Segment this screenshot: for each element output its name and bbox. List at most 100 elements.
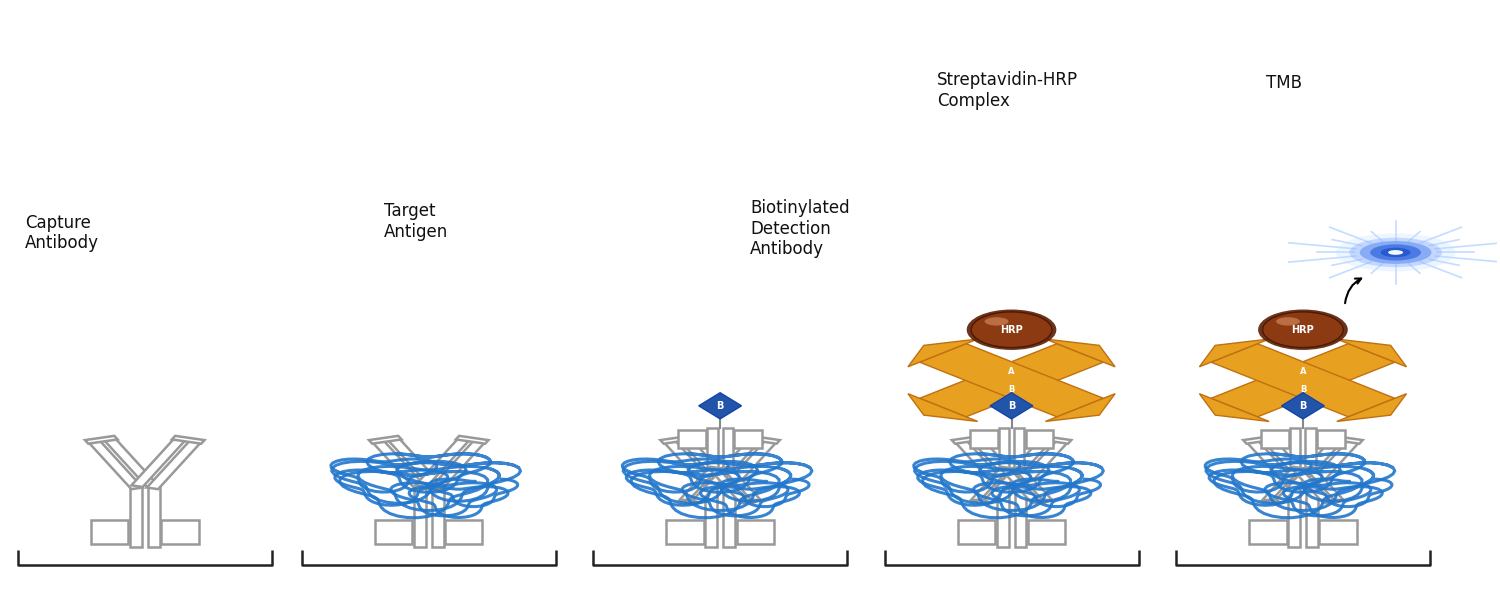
- Bar: [1290, 428, 1300, 468]
- Polygon shape: [1330, 436, 1362, 443]
- Polygon shape: [1014, 467, 1052, 501]
- Polygon shape: [1046, 339, 1114, 367]
- Bar: [1250, 520, 1287, 544]
- Bar: [666, 520, 704, 544]
- Polygon shape: [1290, 438, 1344, 487]
- Text: Target
Antigen: Target Antigen: [384, 202, 448, 241]
- Polygon shape: [970, 467, 1010, 501]
- Polygon shape: [172, 436, 204, 443]
- Polygon shape: [132, 438, 186, 487]
- Polygon shape: [954, 440, 1010, 489]
- Bar: [1014, 428, 1025, 468]
- Polygon shape: [970, 438, 1024, 487]
- Polygon shape: [710, 469, 748, 503]
- Polygon shape: [147, 440, 201, 489]
- Polygon shape: [699, 393, 741, 419]
- Polygon shape: [663, 440, 718, 489]
- Polygon shape: [372, 440, 426, 489]
- Polygon shape: [104, 438, 158, 487]
- Polygon shape: [1200, 339, 1269, 367]
- Polygon shape: [1281, 393, 1324, 419]
- Ellipse shape: [966, 310, 1056, 350]
- Ellipse shape: [1336, 233, 1455, 271]
- Polygon shape: [1263, 500, 1282, 503]
- Ellipse shape: [1262, 311, 1346, 349]
- Polygon shape: [387, 438, 442, 487]
- Ellipse shape: [1380, 248, 1410, 257]
- Ellipse shape: [1359, 241, 1431, 264]
- Bar: [957, 520, 994, 544]
- Bar: [92, 520, 129, 544]
- Polygon shape: [1038, 436, 1071, 443]
- Bar: [678, 430, 706, 448]
- Text: B: B: [1300, 385, 1306, 394]
- Ellipse shape: [969, 311, 1053, 349]
- Bar: [734, 430, 762, 448]
- Polygon shape: [456, 436, 489, 443]
- Polygon shape: [1323, 500, 1344, 503]
- Polygon shape: [990, 393, 1033, 419]
- Bar: [1014, 487, 1026, 547]
- Text: A: A: [1008, 367, 1016, 376]
- Ellipse shape: [1263, 312, 1344, 347]
- Ellipse shape: [1388, 250, 1402, 255]
- Polygon shape: [1002, 469, 1040, 503]
- Polygon shape: [1262, 438, 1317, 487]
- Text: Streptavidin-HRP
Complex: Streptavidin-HRP Complex: [938, 71, 1078, 110]
- Text: B: B: [1299, 401, 1306, 411]
- Polygon shape: [970, 500, 992, 503]
- Polygon shape: [1210, 344, 1395, 417]
- Polygon shape: [952, 436, 984, 443]
- Polygon shape: [86, 436, 117, 443]
- Bar: [375, 520, 413, 544]
- Bar: [1317, 430, 1346, 448]
- Ellipse shape: [1274, 316, 1334, 343]
- Bar: [1028, 520, 1065, 544]
- Polygon shape: [998, 438, 1053, 487]
- Bar: [414, 487, 426, 547]
- Ellipse shape: [1350, 238, 1442, 267]
- Text: Biotinylated
Detection
Antibody: Biotinylated Detection Antibody: [750, 199, 849, 259]
- Text: B: B: [717, 401, 724, 411]
- Polygon shape: [1200, 394, 1269, 421]
- Polygon shape: [908, 339, 978, 367]
- Polygon shape: [692, 469, 730, 503]
- Polygon shape: [88, 440, 142, 489]
- Bar: [723, 487, 735, 547]
- Bar: [708, 428, 717, 468]
- Bar: [432, 487, 444, 547]
- Polygon shape: [920, 344, 1104, 417]
- Text: B: B: [1008, 385, 1014, 394]
- Text: HRP: HRP: [1000, 325, 1023, 335]
- Ellipse shape: [1266, 313, 1341, 347]
- Bar: [1262, 430, 1288, 448]
- Polygon shape: [1014, 440, 1068, 489]
- Ellipse shape: [1370, 244, 1420, 260]
- Polygon shape: [722, 467, 760, 501]
- Polygon shape: [369, 436, 402, 443]
- Ellipse shape: [981, 316, 1041, 343]
- Bar: [996, 487, 1008, 547]
- Bar: [130, 487, 142, 547]
- Polygon shape: [747, 436, 780, 443]
- Polygon shape: [1046, 394, 1114, 421]
- Polygon shape: [1336, 339, 1407, 367]
- Ellipse shape: [970, 312, 1052, 347]
- Polygon shape: [1305, 440, 1359, 489]
- Polygon shape: [430, 440, 486, 489]
- Polygon shape: [1263, 467, 1300, 501]
- Bar: [1320, 520, 1356, 544]
- Polygon shape: [1293, 469, 1332, 503]
- Bar: [1288, 487, 1300, 547]
- Polygon shape: [920, 344, 1104, 417]
- Bar: [999, 428, 1010, 468]
- Polygon shape: [1305, 467, 1344, 501]
- Polygon shape: [1244, 436, 1276, 443]
- Bar: [1306, 487, 1318, 547]
- Bar: [446, 520, 483, 544]
- Polygon shape: [680, 467, 718, 501]
- Bar: [723, 428, 734, 468]
- Text: Capture
Antibody: Capture Antibody: [26, 214, 99, 253]
- Polygon shape: [680, 500, 700, 503]
- Text: TMB: TMB: [1266, 74, 1302, 92]
